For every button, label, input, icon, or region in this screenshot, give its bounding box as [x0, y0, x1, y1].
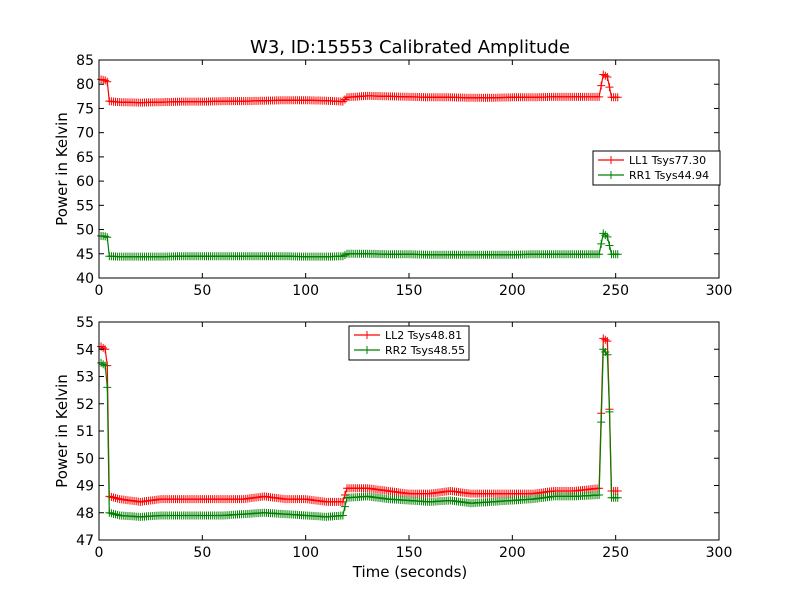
data-point — [597, 418, 606, 427]
data-point — [107, 509, 116, 518]
series-markers-1 — [97, 70, 622, 107]
x-tick-label: 250 — [602, 283, 629, 299]
legend-label: LL1 Tsys77.30 — [629, 154, 706, 167]
data-point — [605, 241, 614, 250]
data-point — [338, 511, 347, 520]
data-point — [99, 343, 108, 352]
y-tick-label: 55 — [76, 198, 94, 214]
data-point — [603, 232, 612, 241]
data-point — [113, 510, 122, 519]
legend-marker — [363, 346, 371, 354]
x-tick-label: 300 — [706, 283, 733, 299]
x-tick-label: 0 — [95, 283, 104, 299]
data-point — [601, 231, 610, 240]
x-tick-label: 150 — [396, 283, 423, 299]
series-markers-2 — [97, 345, 622, 521]
x-tick-label: 50 — [193, 283, 211, 299]
data-point — [105, 508, 114, 517]
legend-label: RR1 Tsys44.94 — [629, 169, 709, 182]
data-point — [103, 77, 112, 86]
y-tick-label: 50 — [76, 223, 94, 239]
data-point — [101, 361, 110, 370]
data-point — [599, 334, 608, 343]
data-point — [599, 229, 608, 238]
x-tick-label: 150 — [396, 545, 423, 561]
data-point — [595, 92, 604, 101]
y-tick-label: 51 — [76, 424, 94, 440]
data-point — [603, 337, 612, 346]
data-point — [595, 250, 604, 259]
top-subplot: W3, ID:15553 Calibrated Amplitude 0 50 100… — [53, 37, 732, 299]
data-point — [111, 510, 120, 519]
legend: LL1 Tsys77.30 RR1 Tsys44.94 — [592, 150, 721, 186]
y-tick-label: 75 — [76, 101, 94, 117]
y-tick-label: 52 — [76, 397, 94, 413]
y-tick-label: 80 — [76, 77, 94, 93]
y-axis-label-bottom: Power in Kelvin — [53, 374, 71, 488]
series-markers-2 — [97, 229, 622, 261]
y-tick-label: 47 — [76, 533, 94, 549]
data-point — [597, 81, 606, 90]
data-point — [597, 239, 606, 248]
x-tick-label: 50 — [193, 545, 211, 561]
x-tick-label: 300 — [706, 545, 733, 561]
data-point — [340, 502, 349, 511]
bottom-subplot: 0 50 100 150 200 250 300 47 48 49 50 51 52 53 54 55 LL2 … — [53, 315, 732, 581]
y-tick-label: 48 — [76, 506, 94, 522]
data-point — [109, 493, 118, 502]
legend-label: RR2 Tsys48.55 — [385, 344, 465, 357]
legend: LL2 Tsys48.81 RR2 Tsys48.55 — [348, 325, 470, 361]
legend-marker — [363, 331, 371, 339]
data-point — [101, 76, 110, 85]
data-point — [601, 335, 610, 344]
data-point — [109, 509, 118, 518]
data-point — [603, 72, 612, 81]
data-point — [613, 486, 622, 495]
data-point — [601, 71, 610, 80]
y-tick-label: 54 — [76, 342, 94, 358]
data-point — [340, 250, 349, 259]
data-point — [97, 358, 106, 367]
x-tick-label: 250 — [602, 545, 629, 561]
data-point — [603, 350, 612, 359]
x-tick-label: 200 — [499, 283, 526, 299]
data-point — [111, 494, 120, 503]
y-tick-label: 65 — [76, 150, 94, 166]
data-point — [103, 233, 112, 242]
y-tick-label: 40 — [76, 271, 94, 287]
y-axis-label-top: Power in Kelvin — [53, 112, 71, 226]
data-point — [605, 407, 614, 416]
x-tick-label: 100 — [292, 283, 319, 299]
x-axis-label: Time (seconds) — [352, 563, 468, 581]
x-tick-label: 100 — [292, 545, 319, 561]
y-tick-label: 60 — [76, 174, 94, 190]
y-tick-label: 55 — [76, 315, 94, 331]
y-tick-label: 85 — [76, 53, 94, 69]
y-tick-label: 45 — [76, 247, 94, 263]
legend-box — [348, 325, 470, 361]
legend-box — [592, 150, 721, 186]
data-point — [613, 93, 622, 102]
y-tick-label: 49 — [76, 479, 94, 495]
data-point — [605, 83, 614, 92]
data-point — [595, 491, 604, 500]
data-point — [599, 70, 608, 79]
data-point — [338, 252, 347, 261]
x-tick-label: 200 — [499, 545, 526, 561]
x-tick-label: 0 — [95, 545, 104, 561]
data-point — [113, 494, 122, 503]
data-point — [613, 493, 622, 502]
data-point — [613, 250, 622, 259]
y-tick-label: 53 — [76, 370, 94, 386]
chart-title: W3, ID:15553 Calibrated Amplitude — [250, 37, 570, 58]
data-point — [103, 383, 112, 392]
legend-marker — [607, 171, 615, 179]
y-tick-label: 70 — [76, 126, 94, 142]
legend-marker — [607, 156, 615, 164]
data-point — [99, 360, 108, 369]
data-point — [101, 232, 110, 241]
legend-label: LL2 Tsys48.81 — [385, 329, 462, 342]
y-tick-label: 50 — [76, 451, 94, 467]
